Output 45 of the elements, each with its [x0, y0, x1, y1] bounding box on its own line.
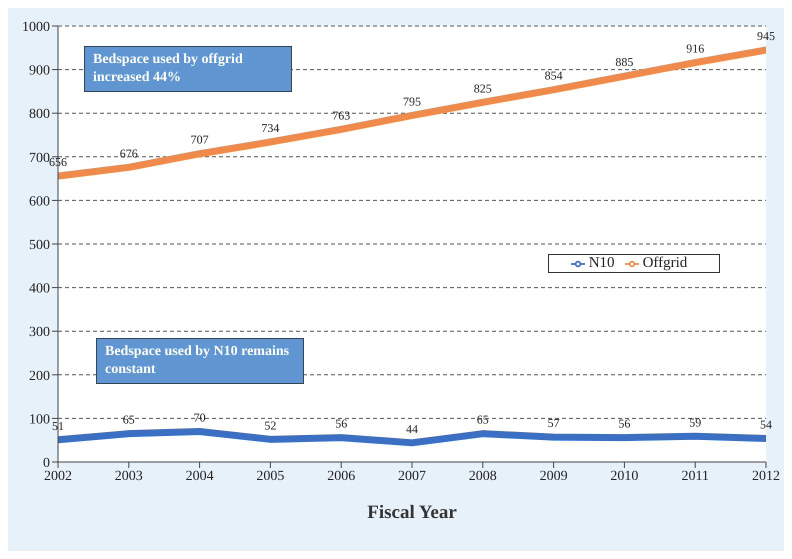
data-label: 945 — [757, 28, 775, 43]
x-tick-label: 2007 — [398, 468, 426, 484]
x-tick-label: 2010 — [610, 468, 638, 484]
callout-box: Bedspace used by offgrid increased 44% — [84, 46, 292, 92]
y-tick-label: 400 — [29, 282, 50, 297]
x-tick-label: 2009 — [540, 468, 568, 484]
x-tick-label: 2005 — [256, 468, 284, 484]
y-tick-label: 1000 — [22, 20, 50, 35]
data-label: 44 — [406, 422, 418, 436]
x-axis-title: Fiscal Year — [367, 502, 458, 523]
y-tick-label: 700 — [29, 150, 50, 166]
data-label: 52 — [264, 418, 276, 432]
y-tick-label: 800 — [29, 107, 50, 122]
data-label: 70 — [194, 410, 206, 424]
y-tick-label: 100 — [29, 412, 50, 428]
data-label: 57 — [548, 416, 560, 430]
y-tick-label: 200 — [29, 368, 50, 384]
data-label: 54 — [760, 417, 772, 432]
data-label: 707 — [190, 132, 209, 147]
data-label: 825 — [474, 81, 492, 96]
callout-box: Bedspace used by N10 remains constant — [96, 338, 304, 384]
data-label: 854 — [544, 68, 563, 83]
data-label: 795 — [403, 94, 421, 108]
x-tick-label: 2008 — [468, 468, 497, 484]
legend-label: N10 — [588, 255, 615, 271]
data-label: 56 — [618, 416, 630, 431]
y-tick-label: 900 — [29, 64, 50, 79]
x-tick-label: 2003 — [114, 468, 143, 484]
legend-label: Offgrid — [642, 255, 688, 271]
data-label: 885 — [615, 55, 634, 70]
y-tick-label: 500 — [29, 238, 50, 253]
y-tick-label: 0 — [43, 456, 50, 471]
x-tick-label: 2002 — [44, 468, 72, 484]
x-tick-label: 2006 — [327, 468, 356, 484]
x-tick-label: 2011 — [681, 468, 709, 484]
y-tick-label: 600 — [29, 194, 50, 210]
data-label: 916 — [686, 42, 704, 56]
data-label: 763 — [332, 108, 350, 122]
x-tick-label: 2004 — [186, 468, 214, 484]
y-tick-label: 300 — [29, 325, 50, 340]
data-label: 59 — [689, 415, 702, 430]
data-label: 734 — [261, 120, 280, 135]
data-label: 56 — [335, 416, 348, 431]
data-label: 65 — [122, 412, 135, 427]
x-tick-label: 2012 — [752, 468, 780, 484]
